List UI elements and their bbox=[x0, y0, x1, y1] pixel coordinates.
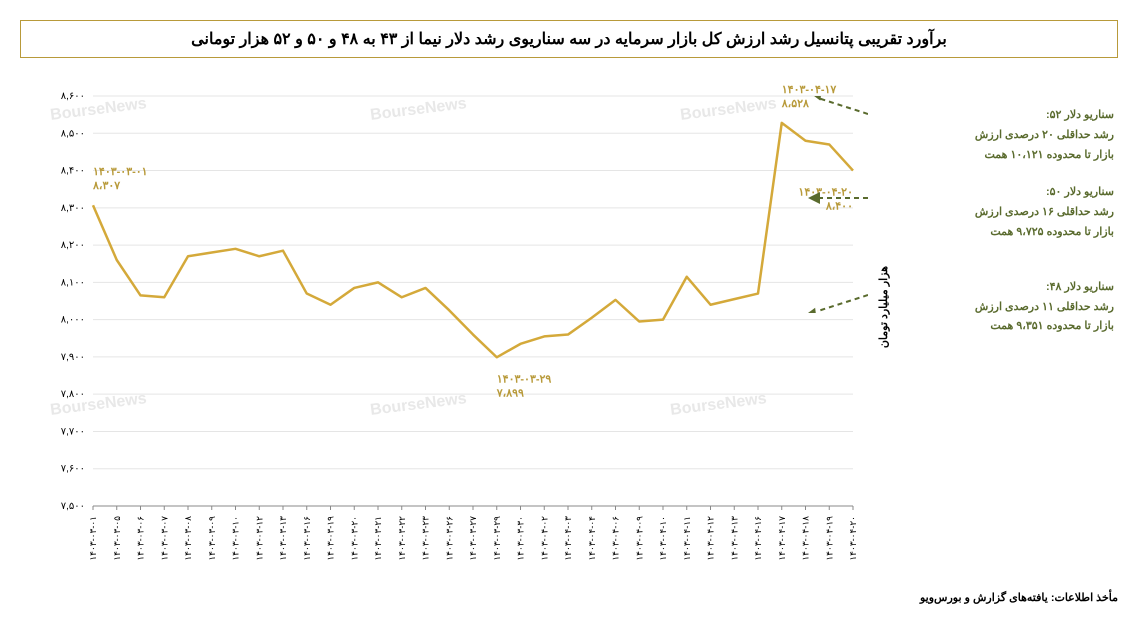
svg-text:۱۴۰۳-۰۴-۱۷: ۱۴۰۳-۰۴-۱۷ bbox=[782, 84, 837, 96]
scenario-line: رشد حداقلی ۱۱ درصدی ارزش bbox=[868, 298, 1114, 318]
svg-text:۱۴۰۳-۰۴-۰۲: ۱۴۰۳-۰۴-۰۲ bbox=[539, 516, 549, 561]
svg-text:۱۴۰۳-۰۴-۱۹: ۱۴۰۳-۰۴-۱۹ bbox=[824, 516, 834, 561]
scenarios-panel: سناریو دلار ۵۲: رشد حداقلی ۲۰ درصدی ارزش… bbox=[868, 66, 1118, 596]
svg-text:۱۴۰۳-۰۴-۱۲: ۱۴۰۳-۰۴-۱۲ bbox=[706, 516, 716, 561]
svg-text:۱۴۰۳-۰۴-۰۹: ۱۴۰۳-۰۴-۰۹ bbox=[634, 516, 644, 561]
svg-text:۸,۶۰۰: ۸,۶۰۰ bbox=[61, 91, 85, 102]
svg-text:۱۴۰۳-۰۳-۲۱: ۱۴۰۳-۰۳-۲۱ bbox=[373, 516, 383, 561]
scenario-50: سناریو دلار ۵۰: رشد حداقلی ۱۶ درصدی ارزش… bbox=[868, 183, 1118, 242]
chart-area: هزار میلیارد تومان BourseNews BourseNews… bbox=[20, 66, 868, 596]
svg-text:۱۴۰۳-۰۴-۱۸: ۱۴۰۳-۰۴-۱۸ bbox=[801, 516, 811, 561]
svg-text:۱۴۰۳-۰۳-۲۹: ۱۴۰۳-۰۳-۲۹ bbox=[497, 373, 552, 385]
scenario-line: رشد حداقلی ۲۰ درصدی ارزش bbox=[868, 126, 1114, 146]
svg-text:۱۴۰۳-۰۴-۱۷: ۱۴۰۳-۰۴-۱۷ bbox=[777, 516, 787, 561]
scenario-52: سناریو دلار ۵۲: رشد حداقلی ۲۰ درصدی ارزش… bbox=[868, 106, 1118, 165]
scenario-line: بازار تا محدوده ۱۰،۱۲۱ همت bbox=[868, 146, 1114, 166]
svg-text:۱۴۰۳-۰۳-۱۰: ۱۴۰۳-۰۳-۱۰ bbox=[231, 516, 241, 561]
svg-text:۱۴۰۳-۰۳-۰۵: ۱۴۰۳-۰۳-۰۵ bbox=[112, 516, 122, 561]
svg-text:۱۴۰۳-۰۴-۱۳: ۱۴۰۳-۰۴-۱۳ bbox=[729, 516, 739, 561]
svg-text:۷،۸۹۹: ۷،۸۹۹ bbox=[496, 387, 524, 399]
svg-text:۱۴۰۳-۰۳-۲۰: ۱۴۰۳-۰۳-۲۰ bbox=[349, 516, 359, 561]
svg-text:۸,۰۰۰: ۸,۰۰۰ bbox=[61, 315, 85, 326]
svg-text:۸,۴۰۰: ۸,۴۰۰ bbox=[61, 166, 85, 177]
svg-text:۸،۵۲۸: ۸،۵۲۸ bbox=[781, 98, 809, 110]
svg-text:۱۴۰۳-۰۳-۲۲: ۱۴۰۳-۰۳-۲۲ bbox=[397, 516, 407, 561]
svg-text:۱۴۰۳-۰۳-۰۶: ۱۴۰۳-۰۳-۰۶ bbox=[136, 516, 146, 561]
content-row: هزار میلیارد تومان BourseNews BourseNews… bbox=[20, 66, 1118, 596]
svg-text:۱۴۰۳-۰۴-۱۶: ۱۴۰۳-۰۴-۱۶ bbox=[753, 516, 763, 561]
svg-text:۱۴۰۳-۰۳-۰۱: ۱۴۰۳-۰۳-۰۱ bbox=[88, 516, 98, 561]
svg-text:۱۴۰۳-۰۳-۲۷: ۱۴۰۳-۰۳-۲۷ bbox=[468, 516, 478, 561]
svg-text:۸,۲۰۰: ۸,۲۰۰ bbox=[61, 240, 85, 251]
arrow-icon bbox=[808, 188, 868, 208]
svg-text:۱۴۰۳-۰۴-۲۰: ۱۴۰۳-۰۴-۲۰ bbox=[848, 516, 858, 561]
svg-text:۱۴۰۳-۰۳-۰۹: ۱۴۰۳-۰۳-۰۹ bbox=[207, 516, 217, 561]
line-chart: ۷,۵۰۰ ۷,۶۰۰ ۷,۷۰۰ ۷,۸۰۰ ۷,۹۰۰ ۸,۰۰۰ ۸,۱۰۰ ۸,۲۰۰… bbox=[38, 66, 868, 586]
source-label: مأخذ اطلاعات: یافته‌های گزارش و بورس‌ویو bbox=[920, 591, 1118, 604]
svg-text:۱۴۰۳-۰۴-۰۶: ۱۴۰۳-۰۴-۰۶ bbox=[611, 516, 621, 561]
svg-text:۸,۳۰۰: ۸,۳۰۰ bbox=[61, 203, 85, 214]
svg-text:۷,۹۰۰: ۷,۹۰۰ bbox=[61, 352, 85, 363]
arrow-icon bbox=[808, 293, 868, 313]
scenario-title: سناریو دلار ۵۰: bbox=[868, 183, 1114, 203]
svg-text:۱۴۰۳-۰۳-۰۸: ۱۴۰۳-۰۳-۰۸ bbox=[183, 516, 193, 561]
svg-text:۱۴۰۳-۰۳-۰۷: ۱۴۰۳-۰۳-۰۷ bbox=[159, 516, 169, 561]
svg-text:۷,۸۰۰: ۷,۸۰۰ bbox=[61, 389, 85, 400]
svg-text:۱۴۰۳-۰۴-۱۱: ۱۴۰۳-۰۴-۱۱ bbox=[682, 516, 692, 561]
svg-text:۱۴۰۳-۰۴-۱۰: ۱۴۰۳-۰۴-۱۰ bbox=[658, 516, 668, 561]
svg-text:۷,۵۰۰: ۷,۵۰۰ bbox=[61, 501, 85, 512]
chart-container: برآورد تقریبی پتانسیل رشد ارزش کل بازار … bbox=[20, 20, 1118, 621]
svg-text:۱۴۰۳-۰۳-۲۳: ۱۴۰۳-۰۳-۲۳ bbox=[421, 516, 431, 561]
chart-title-box: برآورد تقریبی پتانسیل رشد ارزش کل بازار … bbox=[20, 20, 1118, 58]
svg-text:۸،۳۰۷: ۸،۳۰۷ bbox=[92, 180, 120, 192]
svg-text:۱۴۰۳-۰۴-۰۳: ۱۴۰۳-۰۴-۰۳ bbox=[563, 516, 573, 561]
svg-text:۷,۷۰۰: ۷,۷۰۰ bbox=[61, 426, 85, 437]
svg-text:۱۴۰۳-۰۴-۰۴: ۱۴۰۳-۰۴-۰۴ bbox=[587, 516, 597, 561]
svg-text:۸,۵۰۰: ۸,۵۰۰ bbox=[61, 128, 85, 139]
scenario-title: سناریو دلار ۴۸: bbox=[868, 278, 1114, 298]
svg-text:۱۴۰۳-۰۳-۱۲: ۱۴۰۳-۰۳-۱۲ bbox=[254, 516, 264, 561]
svg-text:۱۴۰۳-۰۳-۱۳: ۱۴۰۳-۰۳-۱۳ bbox=[278, 516, 288, 561]
scenario-line: بازار تا محدوده ۹،۷۲۵ همت bbox=[868, 223, 1114, 243]
svg-text:۱۴۰۳-۰۳-۱۶: ۱۴۰۳-۰۳-۱۶ bbox=[302, 516, 312, 561]
svg-text:۱۴۰۳-۰۳-۳۰: ۱۴۰۳-۰۳-۳۰ bbox=[516, 516, 526, 561]
scenario-48: سناریو دلار ۴۸: رشد حداقلی ۱۱ درصدی ارزش… bbox=[868, 278, 1118, 337]
scenario-line: بازار تا محدوده ۹،۳۵۱ همت bbox=[868, 317, 1114, 337]
svg-text:۸,۱۰۰: ۸,۱۰۰ bbox=[61, 277, 85, 288]
chart-title: برآورد تقریبی پتانسیل رشد ارزش کل بازار … bbox=[191, 31, 947, 48]
scenario-title: سناریو دلار ۵۲: bbox=[868, 106, 1114, 126]
svg-text:۷,۶۰۰: ۷,۶۰۰ bbox=[61, 464, 85, 475]
svg-text:۱۴۰۳-۰۳-۱۹: ۱۴۰۳-۰۳-۱۹ bbox=[326, 516, 336, 561]
svg-text:۱۴۰۳-۰۳-۲۹: ۱۴۰۳-۰۳-۲۹ bbox=[492, 516, 502, 561]
svg-text:۱۴۰۳-۰۳-۲۶: ۱۴۰۳-۰۳-۲۶ bbox=[444, 516, 454, 561]
svg-text:۱۴۰۳-۰۳-۰۱: ۱۴۰۳-۰۳-۰۱ bbox=[93, 166, 148, 178]
arrow-icon bbox=[808, 96, 868, 116]
scenario-line: رشد حداقلی ۱۶ درصدی ارزش bbox=[868, 203, 1114, 223]
